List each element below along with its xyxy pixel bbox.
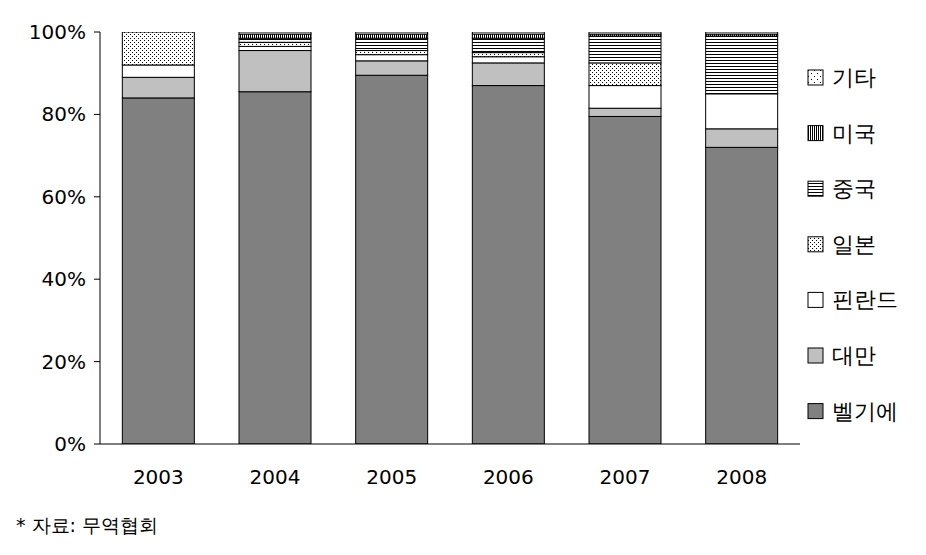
x-tick-label: 2003 bbox=[133, 465, 184, 489]
x-tick-label: 2008 bbox=[716, 465, 767, 489]
bars bbox=[122, 32, 777, 444]
legend-label: 대만 bbox=[832, 343, 876, 368]
x-axis bbox=[100, 444, 800, 445]
legend-label: 기타 bbox=[832, 65, 876, 90]
bar-segment bbox=[122, 98, 194, 444]
y-tick bbox=[94, 114, 100, 115]
chart: 0% 20% 40% 60% 80% 100% 2003 2004 2005 2006 2007 20… bbox=[0, 0, 926, 555]
bar-segment bbox=[122, 77, 194, 98]
bar-segment bbox=[472, 63, 544, 86]
bar-segment bbox=[239, 92, 311, 444]
legend-label: 미국 bbox=[832, 121, 876, 146]
y-tick-label: 0% bbox=[54, 432, 86, 456]
bar-segment bbox=[122, 32, 194, 33]
bar-segment bbox=[706, 36, 778, 94]
bar-segment bbox=[356, 75, 428, 444]
y-axis bbox=[100, 32, 101, 444]
legend-label: 중국 bbox=[832, 176, 876, 201]
bar-segment bbox=[589, 116, 661, 444]
y-tick-label: 100% bbox=[29, 20, 86, 44]
y-tick bbox=[94, 196, 100, 197]
bar-segment bbox=[356, 61, 428, 75]
y-tick bbox=[94, 32, 100, 33]
y-tick bbox=[94, 279, 100, 280]
legend-label: 핀란드 bbox=[832, 287, 898, 312]
legend-label: 벨기에 bbox=[832, 399, 898, 424]
legend-swatch bbox=[808, 348, 823, 363]
bar-segment bbox=[356, 38, 428, 50]
bar-segment bbox=[356, 55, 428, 61]
bar-segment bbox=[239, 34, 311, 38]
bar-segment bbox=[472, 34, 544, 38]
y-tick-label: 60% bbox=[42, 185, 86, 209]
bar-segment bbox=[589, 63, 661, 86]
x-tick-label: 2007 bbox=[600, 465, 651, 489]
bar-segment bbox=[472, 57, 544, 63]
bar-segment bbox=[706, 32, 778, 34]
bar-segment bbox=[472, 32, 544, 34]
bar-segment bbox=[239, 46, 311, 50]
bar-segment bbox=[239, 38, 311, 42]
x-tick-label: 2005 bbox=[366, 465, 417, 489]
bar-segment bbox=[122, 32, 194, 33]
bar-segment bbox=[472, 86, 544, 444]
bar-segment bbox=[239, 42, 311, 46]
bar-segment bbox=[589, 108, 661, 116]
bar-segment bbox=[356, 51, 428, 55]
source-note: * 자료: 무역협회 bbox=[16, 514, 158, 536]
bar-segment bbox=[706, 129, 778, 148]
x-tick-label: 2004 bbox=[250, 465, 301, 489]
bar-segment bbox=[589, 32, 661, 34]
legend-swatch bbox=[808, 181, 823, 196]
legend-swatch bbox=[808, 237, 823, 252]
bar-segment bbox=[589, 36, 661, 63]
legend-label: 일본 bbox=[832, 232, 876, 257]
bar-segment bbox=[122, 32, 194, 65]
bar-segment bbox=[356, 32, 428, 34]
y-tick-label: 80% bbox=[42, 102, 86, 126]
y-tick bbox=[94, 361, 100, 362]
legend-swatch bbox=[808, 126, 823, 141]
bar-segment bbox=[706, 94, 778, 129]
bar-segment bbox=[589, 86, 661, 109]
bar-segment bbox=[356, 34, 428, 38]
bar-segment bbox=[472, 38, 544, 52]
x-tick-label: 2006 bbox=[483, 465, 534, 489]
bar-segment bbox=[122, 65, 194, 77]
legend-swatch bbox=[808, 292, 823, 307]
y-tick-label: 40% bbox=[42, 267, 86, 291]
y-tick bbox=[94, 444, 100, 445]
y-tick-label: 20% bbox=[42, 350, 86, 374]
bar-segment bbox=[122, 32, 194, 33]
bar-segment bbox=[239, 51, 311, 92]
legend-swatch bbox=[808, 70, 823, 85]
bar-segment bbox=[239, 32, 311, 34]
legend-swatch bbox=[808, 404, 823, 419]
bar-segment bbox=[472, 53, 544, 57]
bar-segment bbox=[706, 147, 778, 444]
